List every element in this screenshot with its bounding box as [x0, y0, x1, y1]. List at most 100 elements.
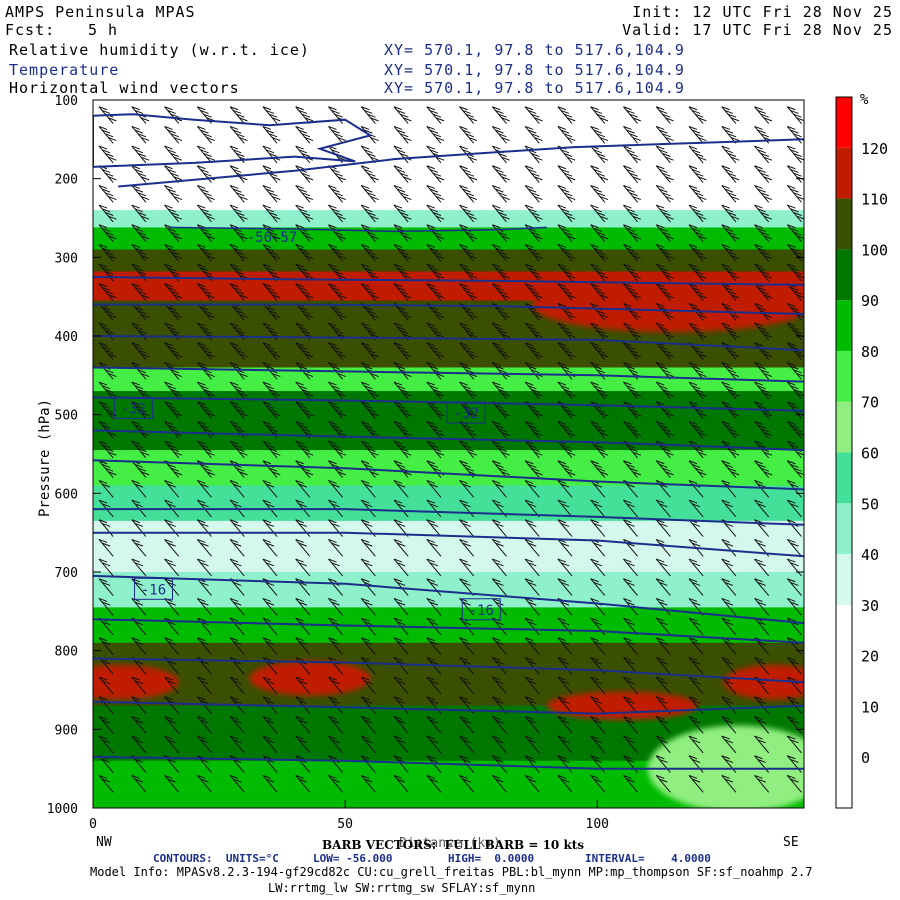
- wind-barb: [393, 774, 409, 793]
- wind-barb: [623, 342, 641, 360]
- wind-barb: [590, 460, 609, 478]
- wind-barb: [262, 676, 278, 695]
- wind-barb: [754, 322, 773, 341]
- rh-layer-9: [93, 450, 804, 487]
- rh-colorbar: 0 10 20 30 40 50 60 70 80 90 100 110 120: [835, 96, 888, 809]
- wind-barb: [360, 145, 379, 164]
- wind-barb: [655, 184, 674, 203]
- wind-barb: [655, 735, 671, 754]
- rh-layer-13: [93, 607, 804, 644]
- wind-barb: [524, 283, 543, 301]
- wind-barb: [393, 125, 412, 144]
- wind-barb: [655, 715, 671, 734]
- wind-barb: [557, 774, 573, 793]
- wind-barb: [491, 538, 507, 557]
- wind-barb: [557, 735, 573, 754]
- wind-barb: [360, 696, 376, 714]
- wind-barb: [524, 106, 543, 124]
- wind-barb: [196, 538, 212, 557]
- contour-labels: -32 -32 -16 -16 -56 -57: [113, 230, 501, 621]
- wind-barb: [295, 204, 314, 223]
- wind-barb: [557, 479, 573, 498]
- rh-layer-10: [93, 485, 804, 522]
- wind-barb: [196, 558, 212, 577]
- wind-barb: [623, 676, 638, 695]
- wind-barb: [524, 735, 540, 754]
- wind-barb: [98, 637, 114, 655]
- wind-barb: [393, 184, 412, 203]
- wind-barb: [295, 519, 311, 537]
- x-axis-title: Distance (km): [399, 836, 501, 851]
- wind-barb: [328, 420, 346, 439]
- contour-label: -56: [247, 230, 272, 246]
- wind-barb: [655, 224, 674, 242]
- contour-label: -16: [461, 598, 501, 621]
- svg-text:-32: -32: [121, 401, 146, 417]
- wind-barb: [164, 538, 180, 557]
- wind-barb: [295, 342, 314, 360]
- wind-barb: [164, 420, 183, 439]
- wind-barb: [623, 578, 638, 596]
- svg-text:-32: -32: [454, 406, 479, 422]
- colorbar-swatch: [836, 604, 852, 656]
- wind-barb: [426, 676, 442, 695]
- wind-barb: [295, 322, 314, 341]
- wind-barb: [623, 243, 641, 262]
- colorbar-label: 80: [861, 343, 879, 361]
- wind-barb: [98, 381, 117, 400]
- wind-barb: [98, 401, 117, 419]
- wind-barb: [655, 342, 674, 360]
- wind-barb: [360, 204, 379, 223]
- wind-barb: [459, 558, 475, 577]
- wind-barb: [426, 696, 442, 714]
- wind-barb: [131, 401, 150, 419]
- wind-barb: [164, 715, 180, 734]
- barb-legend: BARB VECTORS: FULL BARB = 10 kts: [322, 838, 585, 852]
- wind-barb: [721, 165, 740, 183]
- wind-barb: [131, 125, 150, 144]
- wind-barb: [328, 401, 346, 419]
- wind-barb: [655, 656, 671, 675]
- wind-barb: [426, 106, 445, 124]
- colorbar-swatch: [836, 147, 852, 199]
- wind-barb: [688, 420, 707, 439]
- wind-barb: [524, 656, 540, 675]
- wind-barb: [557, 165, 576, 183]
- wind-barb: [393, 558, 409, 577]
- wind-barb: [262, 558, 278, 577]
- wind-barb: [590, 283, 609, 301]
- wind-barb: [196, 283, 215, 301]
- wind-barb: [754, 381, 773, 400]
- wind-barb: [459, 204, 478, 223]
- wind-barb: [196, 342, 215, 360]
- wind-barb: [196, 401, 215, 419]
- wind-barb: [98, 283, 117, 301]
- colorbar-label: 30: [861, 597, 879, 615]
- temp-contour--8: [93, 657, 804, 684]
- wind-barb: [426, 558, 442, 577]
- wind-barb: [459, 184, 478, 203]
- wind-barb: [524, 637, 540, 655]
- wind-barb: [328, 440, 346, 459]
- wind-barb: [295, 774, 311, 793]
- wind-barb: [131, 735, 147, 754]
- wind-barb: [426, 263, 445, 282]
- rh-layer-8: [93, 391, 804, 452]
- wind-barb: [557, 755, 573, 773]
- wind-barb: [491, 676, 507, 695]
- wind-barb: [688, 361, 707, 380]
- wind-barb: [360, 165, 379, 183]
- wind-barb: [655, 637, 671, 655]
- wind-barb: [459, 499, 475, 518]
- wind-barb: [491, 735, 507, 754]
- wind-barb: [623, 637, 638, 655]
- wind-barb: [328, 735, 343, 754]
- wind-barb: [491, 656, 507, 675]
- wind-barb: [98, 145, 117, 164]
- wind-barb: [262, 479, 278, 498]
- contours-high: HIGH= 0.0000: [448, 852, 535, 865]
- wind-barb: [360, 715, 376, 734]
- wind-barb: [655, 283, 674, 301]
- wind-barb: [590, 381, 609, 400]
